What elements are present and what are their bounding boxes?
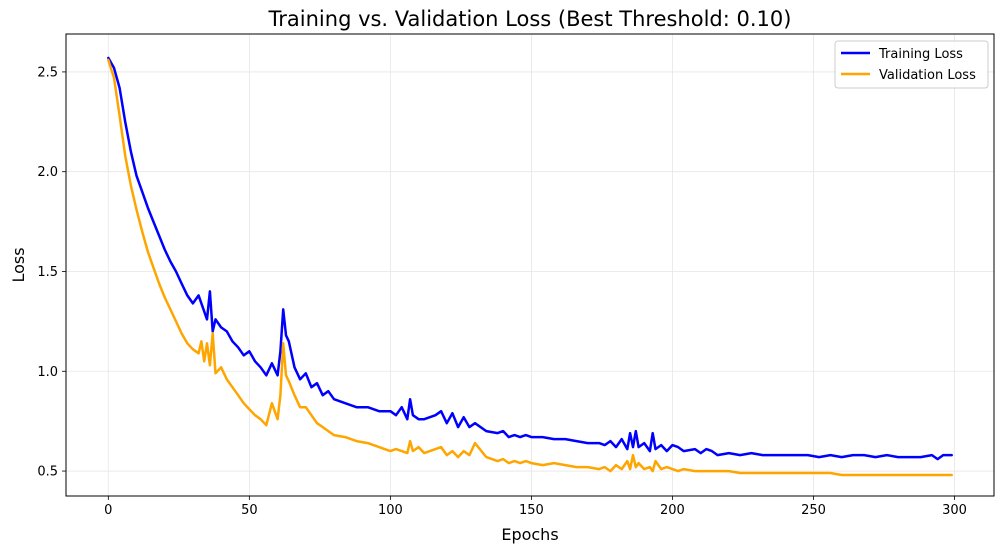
y-axis-label: Loss bbox=[9, 247, 28, 282]
y-tick-label: 1.5 bbox=[37, 265, 58, 280]
x-tick-label: 300 bbox=[942, 503, 967, 518]
axis-ticks: 0 50 100 150 200 250 300 0.5 1.0 1.5 2.0 2.5 bbox=[37, 65, 967, 518]
legend-label-validation: Validation Loss bbox=[879, 68, 976, 83]
grid bbox=[66, 34, 994, 496]
y-tick-label: 1.0 bbox=[37, 365, 58, 380]
legend-box bbox=[834, 40, 989, 89]
x-tick-label: 200 bbox=[660, 503, 685, 518]
validation-loss-line bbox=[107, 58, 953, 477]
training-loss-line bbox=[107, 56, 953, 461]
chart-title: Training vs. Validation Loss (Best Thres… bbox=[268, 7, 792, 31]
y-tick-label: 2.0 bbox=[37, 165, 58, 180]
x-tick-label: 250 bbox=[801, 503, 826, 518]
x-tick-label: 0 bbox=[104, 503, 112, 518]
x-axis-label: Epochs bbox=[501, 525, 558, 544]
x-tick-label: 100 bbox=[378, 503, 403, 518]
y-tick-label: 0.5 bbox=[37, 465, 58, 480]
legend: Training Loss Validation Loss bbox=[834, 40, 989, 89]
x-tick-label: 150 bbox=[519, 503, 544, 518]
y-tick-label: 2.5 bbox=[37, 65, 58, 80]
plot-frame bbox=[65, 33, 995, 497]
series-lines bbox=[107, 56, 953, 477]
x-tick-label: 50 bbox=[241, 503, 258, 518]
legend-label-training: Training Loss bbox=[878, 47, 963, 62]
